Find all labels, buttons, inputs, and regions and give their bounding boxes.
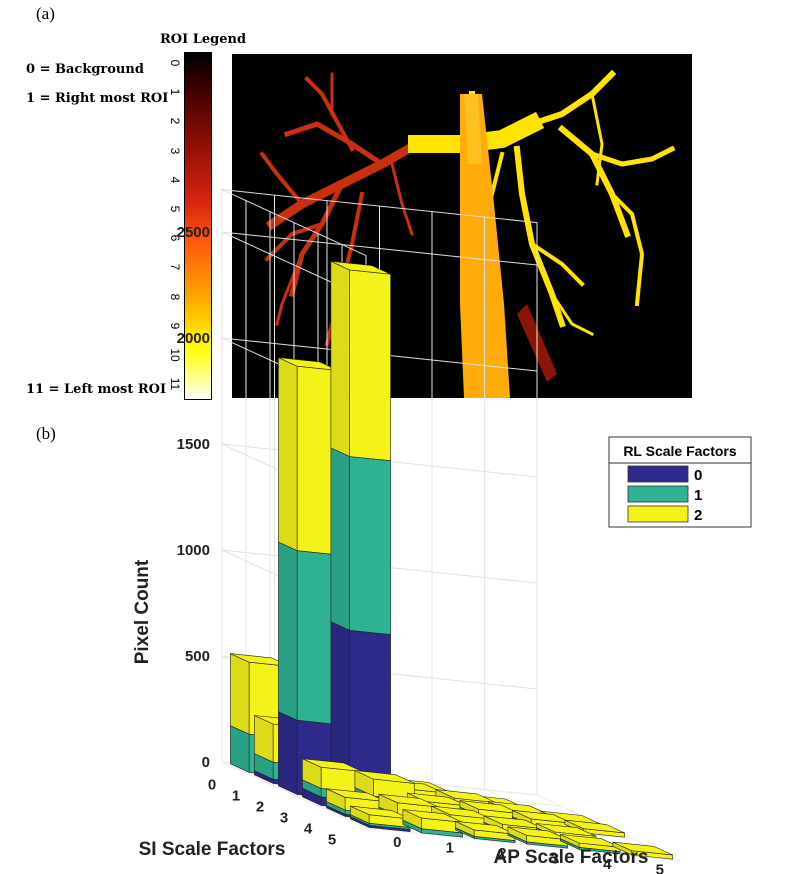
bar-segment-front-rl-2	[349, 269, 391, 462]
roi-segmentation-image	[232, 54, 692, 398]
legend-swatch	[627, 465, 689, 483]
floor-gridline	[365, 827, 682, 862]
z-tick-label: 2500	[177, 224, 210, 241]
bar-stack	[455, 820, 516, 844]
ap-tick-label: 4	[603, 856, 612, 873]
si-tick-label: 5	[328, 832, 336, 849]
panel-b-label: (b)	[36, 424, 56, 443]
si-axis-label: SI Scale Factors	[139, 839, 286, 860]
legend-swatch	[627, 485, 689, 503]
bar-segment-top-rl-2	[612, 841, 673, 856]
bar-segment-top-rl-2	[354, 770, 415, 784]
bar-segment-side-rl-2	[230, 653, 250, 735]
bar-segment-side-rl-1	[278, 541, 298, 721]
note-left-roi: 11 = Left most ROI	[26, 382, 167, 397]
z-tick-label: 0	[202, 754, 210, 771]
bar-stack	[507, 826, 568, 849]
bar-stack	[278, 357, 339, 800]
roi-colorbar	[184, 52, 212, 400]
bar-segment-side-rl-2	[278, 357, 298, 552]
roi-legend-title: ROI Legend	[160, 32, 247, 47]
bar-stack	[612, 841, 673, 860]
chart-bars	[230, 260, 673, 860]
ap-tick-label: 1	[446, 839, 454, 856]
ap-tick-label: 5	[656, 861, 664, 874]
bar-segment-front-rl-1	[349, 456, 391, 635]
chart-legend: RL Scale Factors 0 1 2	[608, 436, 752, 528]
z-tick-label: 500	[185, 648, 210, 665]
legend-swatch	[627, 505, 689, 523]
legend-entry-label: 1	[694, 487, 702, 504]
note-background: 0 = Background	[26, 62, 144, 77]
note-right-roi: 1 = Right most ROI	[26, 91, 169, 106]
si-tick-label: 2	[256, 799, 264, 816]
legend-entry-label: 0	[694, 467, 702, 484]
bar-segment-top-rl-2	[564, 819, 625, 834]
ap-tick-label: 0	[393, 834, 401, 851]
z-axis-label: Pixel Count	[132, 559, 153, 664]
bar-stack	[560, 834, 621, 855]
si-tick-label: 1	[232, 788, 240, 805]
z-tick-label: 1500	[177, 436, 210, 453]
ap-axis-label: AP Scale Factors	[494, 847, 649, 868]
legend-entry-label: 2	[694, 507, 702, 524]
legend-title: RL Scale Factors	[623, 443, 737, 459]
bar-segment-side-rl-0	[278, 711, 298, 795]
panel-a-label: (a)	[36, 4, 55, 23]
z-tick-label: 2000	[177, 330, 210, 347]
si-tick-label: 4	[304, 821, 313, 838]
bar-stack	[330, 260, 391, 805]
bar-segment-top-rl-2	[330, 261, 391, 275]
bar-segment-side-rl-1	[330, 447, 350, 631]
si-tick-label: 3	[280, 810, 288, 827]
ap-tick-label: 3	[551, 850, 559, 867]
si-tick-label: 0	[208, 777, 216, 794]
z-tick-label: 1000	[177, 542, 210, 559]
ap-tick-label: 2	[498, 845, 506, 862]
bar-segment-side-rl-2	[330, 260, 350, 457]
bar-segment-top-rl-2	[536, 823, 597, 837]
